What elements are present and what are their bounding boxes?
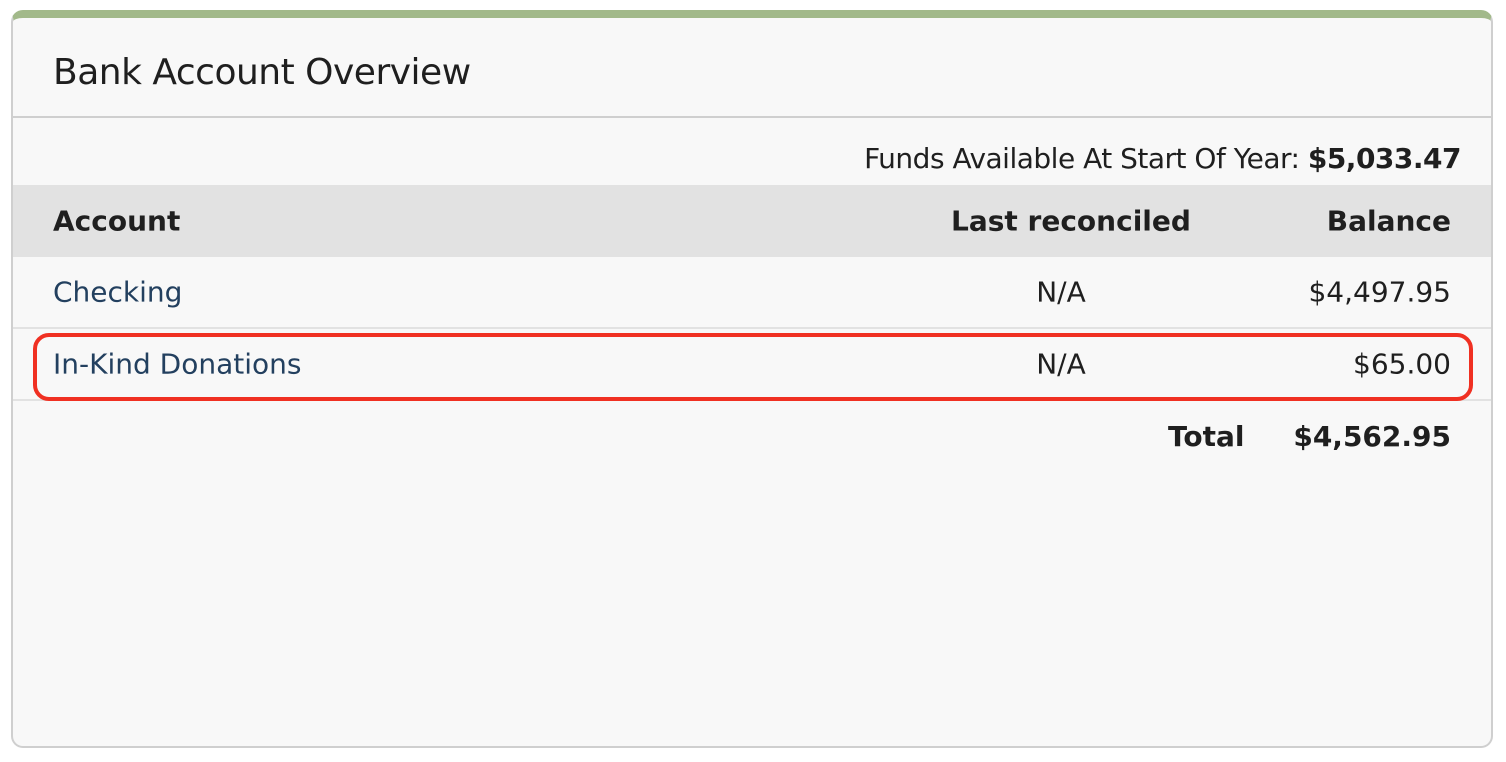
last-reconciled: N/A (1036, 275, 1086, 309)
table-header: Account Last reconciled Balance (13, 185, 1491, 257)
total-label: Total (1168, 420, 1245, 453)
balance: $4,497.95 (1308, 275, 1451, 309)
panel-title: Bank Account Overview (53, 52, 471, 93)
table-row: In-Kind Donations N/A $65.00 (13, 329, 1491, 401)
divider (13, 116, 1491, 118)
total-value: $4,562.95 (1293, 420, 1451, 453)
funds-label: Funds Available At Start Of Year: (864, 142, 1300, 175)
account-link-in-kind-donations[interactable]: In-Kind Donations (53, 347, 302, 381)
account-link-checking[interactable]: Checking (53, 275, 183, 309)
funds-value: $5,033.47 (1307, 142, 1462, 175)
table-row: Checking N/A $4,497.95 (13, 257, 1491, 329)
header-balance: Balance (1326, 204, 1451, 238)
bank-account-overview-panel: Bank Account Overview Funds Available At… (11, 10, 1493, 748)
header-last-reconciled: Last reconciled (951, 204, 1191, 238)
funds-available: Funds Available At Start Of Year: $5,033… (864, 142, 1461, 175)
header-account: Account (53, 204, 181, 238)
last-reconciled: N/A (1036, 347, 1086, 381)
balance: $65.00 (1353, 347, 1451, 381)
